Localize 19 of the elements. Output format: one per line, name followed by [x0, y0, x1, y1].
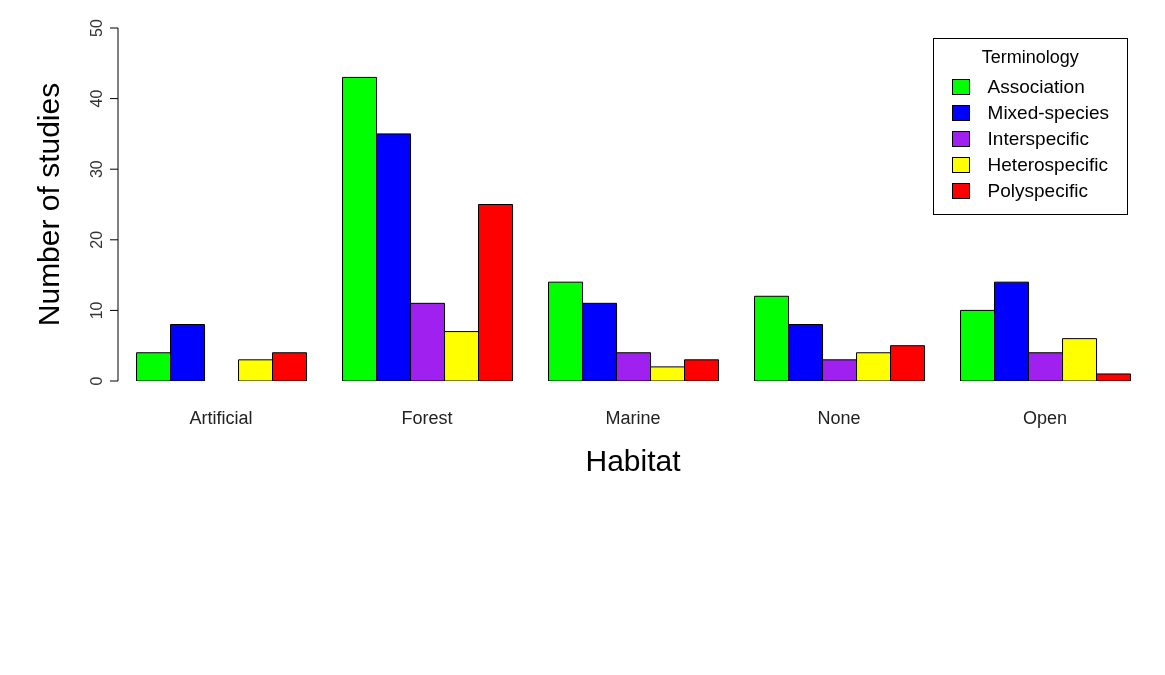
- y-tick-label: 50: [88, 19, 105, 37]
- legend-label: Heterospecific: [987, 154, 1108, 176]
- y-tick-label: 40: [88, 89, 105, 108]
- y-tick-label: 30: [88, 160, 105, 179]
- x-tick-label: Artificial: [189, 407, 253, 428]
- legend-title: Terminology: [980, 47, 1080, 68]
- x-tick-label: Marine: [605, 407, 661, 428]
- y-tick-label: 0: [88, 376, 105, 386]
- legend-label: Association: [987, 76, 1085, 98]
- legend-label: Interspecific: [987, 128, 1089, 150]
- legend-label: Polyspecific: [987, 180, 1088, 202]
- x-tick-label: Forest: [401, 407, 453, 428]
- y-tick-label: 20: [88, 230, 105, 249]
- x-tick-label: None: [817, 407, 861, 428]
- x-axis-title: Habitat: [585, 444, 682, 477]
- legend-label: Mixed-species: [987, 102, 1109, 124]
- y-axis-title: Number of studies: [31, 82, 65, 327]
- x-tick-label: Open: [1022, 407, 1068, 428]
- y-tick-label: 10: [88, 301, 105, 320]
